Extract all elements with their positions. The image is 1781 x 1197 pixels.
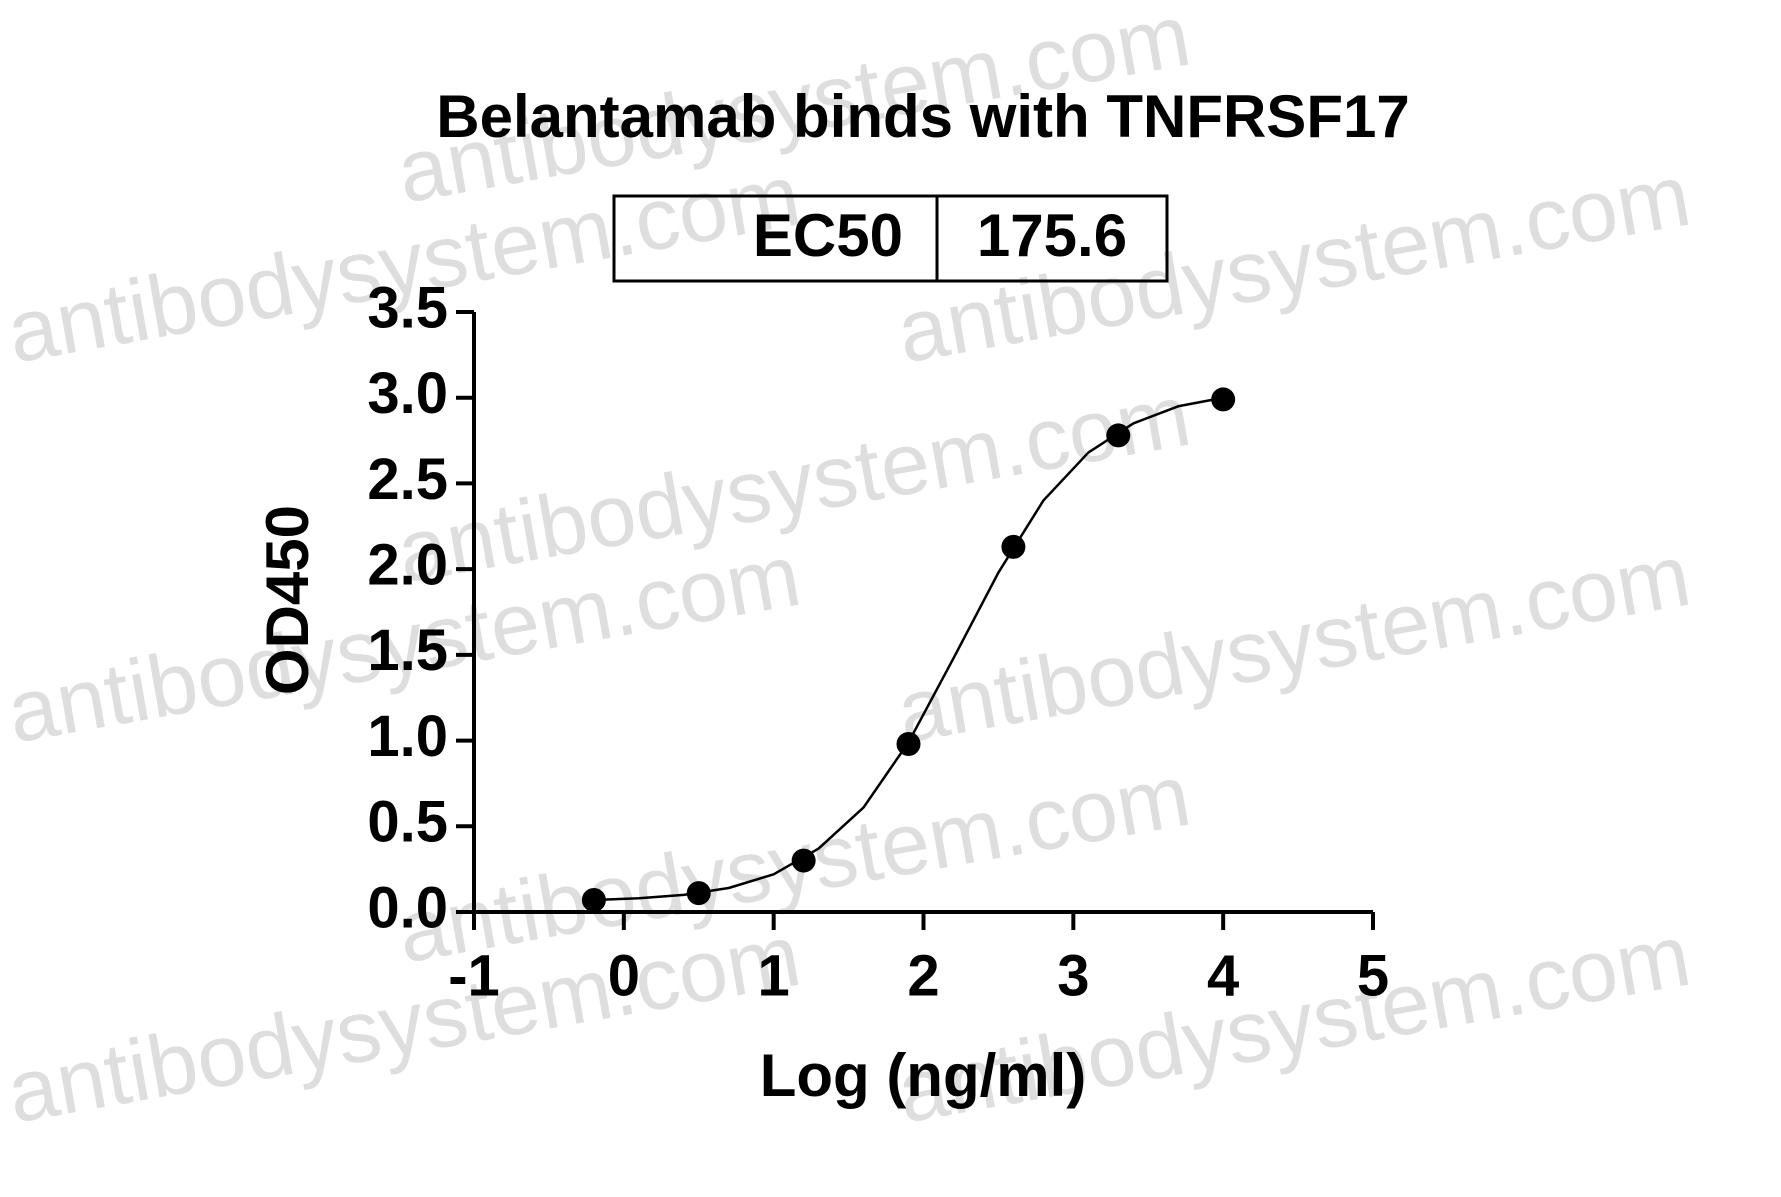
- y-tick-label: 3.5: [367, 275, 448, 340]
- data-point: [1211, 387, 1236, 412]
- ec50-label: EC50: [753, 202, 903, 269]
- x-tick-label: -1: [448, 943, 500, 1008]
- y-tick-label: 1.5: [367, 618, 448, 683]
- y-axis-label: OD450: [254, 505, 321, 695]
- data-point: [581, 888, 606, 912]
- y-tick-label: 0.0: [367, 875, 448, 940]
- x-tick-label: 0: [608, 943, 640, 1008]
- data-point: [1001, 534, 1026, 559]
- x-tick-label: 4: [1207, 943, 1239, 1008]
- x-tick-label: 3: [1057, 943, 1089, 1008]
- y-tick-label: 0.5: [367, 790, 448, 855]
- x-tick-label: 2: [907, 943, 939, 1008]
- data-point: [791, 848, 816, 873]
- y-tick-label: 3.0: [367, 361, 448, 426]
- x-tick-label: 1: [758, 943, 790, 1008]
- x-tick-label: 5: [1357, 943, 1389, 1008]
- x-axis-label: Log (ng/ml): [760, 1042, 1087, 1109]
- data-point: [896, 732, 921, 756]
- y-tick-label: 1.0: [367, 704, 448, 769]
- chart-title: Belantamab binds with TNFRSF17: [436, 83, 1409, 150]
- ec50-value: 175.6: [977, 202, 1127, 269]
- watermark: antibodysystem.com: [890, 525, 1697, 762]
- data-point: [686, 881, 711, 906]
- y-tick-label: 2.5: [367, 447, 448, 512]
- data-point: [1106, 423, 1131, 448]
- ec50-box: [612, 194, 1169, 283]
- y-tick-label: 2.0: [367, 532, 448, 597]
